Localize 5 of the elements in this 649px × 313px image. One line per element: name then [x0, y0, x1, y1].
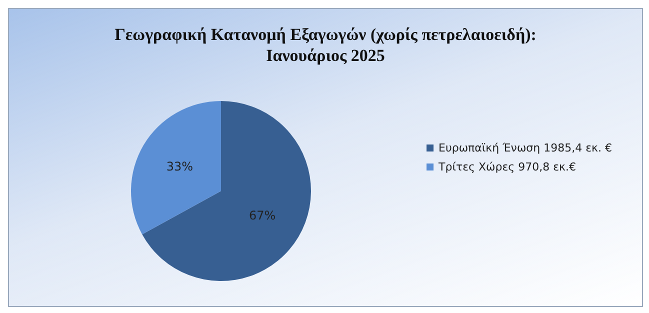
- chart-title: Γεωγραφική Κατανομή Εξαγωγών (χωρίς πετρελαιοειδή): Ιανουάριος 2025: [114, 25, 536, 65]
- legend-label: Τρίτες Χώρες 970,8 εκ.€: [438, 160, 576, 174]
- data-label: 67%: [248, 208, 276, 222]
- data-label: 33%: [166, 160, 194, 174]
- legend-label: Ευρωπαϊκή Ένωση 1985,4 εκ. €: [438, 142, 612, 154]
